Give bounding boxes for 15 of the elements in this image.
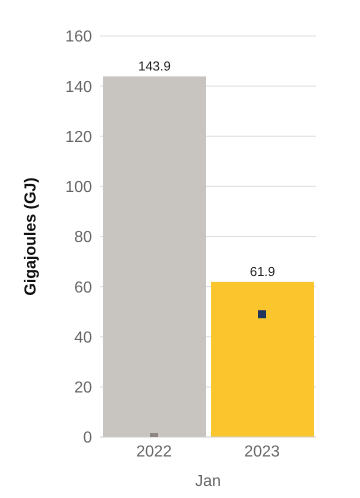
y-tick-label: 40 — [74, 329, 92, 346]
y-tick-label: 60 — [74, 279, 92, 296]
y-tick-label: 0 — [83, 430, 92, 447]
y-tick-label: 140 — [65, 78, 92, 96]
x-axis-title: Jan — [195, 473, 221, 490]
y-tick-label: 100 — [65, 179, 92, 196]
y-tick-label: 120 — [65, 128, 92, 146]
x-tick-label: 2022 — [136, 443, 172, 460]
y-tick-label: 20 — [74, 380, 92, 397]
data-label: 143.9 — [138, 58, 171, 74]
y-axis-title: Gigajoules (GJ) — [22, 177, 40, 296]
y-tick-label: 160 — [65, 28, 92, 46]
x-tick-label: 2023 — [244, 443, 280, 460]
data-label: 61.9 — [250, 264, 276, 279]
y-tick-label: 80 — [74, 229, 92, 246]
